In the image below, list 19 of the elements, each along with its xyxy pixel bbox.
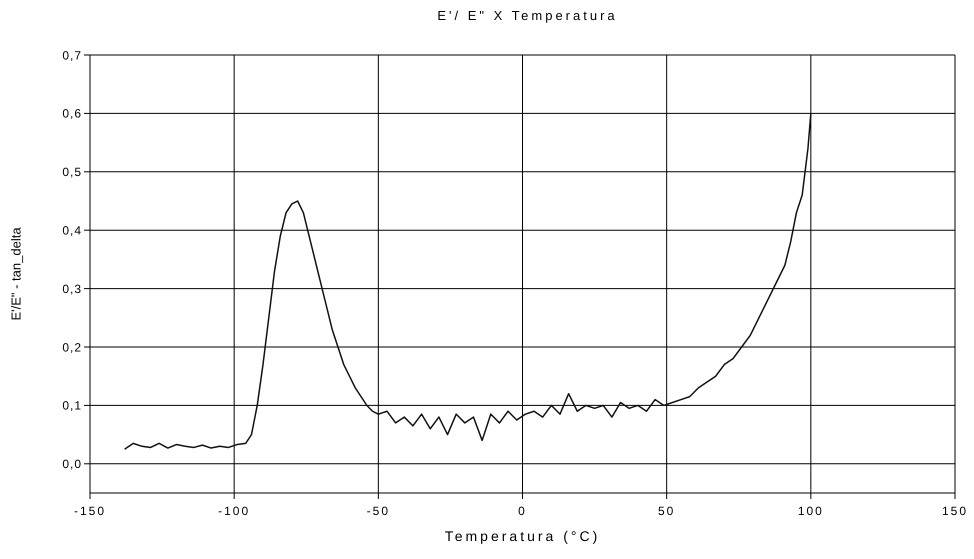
y-tick-label: 0,2 <box>62 340 82 354</box>
y-tick-label: 0,4 <box>62 223 82 238</box>
line-series <box>124 112 812 450</box>
x-tick-label: 150 <box>942 504 968 518</box>
y-tick-label: 0,0 <box>62 457 82 472</box>
x-tick-label: -100 <box>218 504 250 518</box>
y-tick-label: 0,1 <box>62 398 82 413</box>
x-tick-label: -150 <box>74 504 106 518</box>
chart-title: E'/ E" X Temperatura <box>436 8 619 23</box>
x-tick-label: 50 <box>658 504 676 518</box>
x-tick-label: -50 <box>366 504 390 518</box>
y-axis-title: E'/E" - tan_delta <box>8 226 24 321</box>
y-tick-label: 0,6 <box>62 106 82 121</box>
y-tick-label: 0,5 <box>62 165 82 180</box>
x-tick-label: 100 <box>798 504 824 518</box>
y-tick-label: 0,3 <box>62 282 82 296</box>
x-axis-title: Temperatura (°C) <box>444 528 600 544</box>
y-tick-label: 0,7 <box>62 48 82 62</box>
x-tick-label: 0 <box>518 504 527 518</box>
